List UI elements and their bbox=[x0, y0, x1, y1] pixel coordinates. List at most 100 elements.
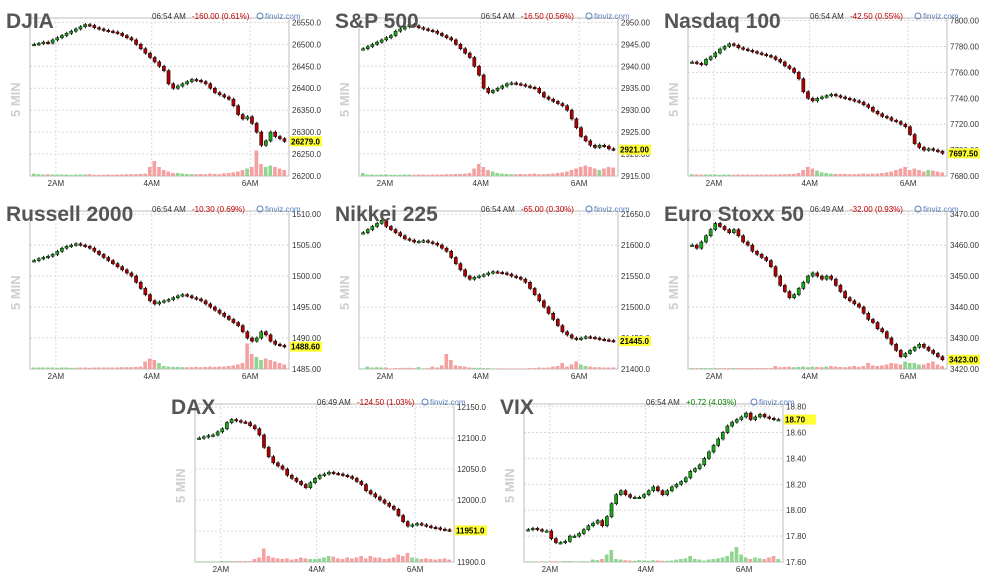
candle-body bbox=[327, 471, 331, 475]
y-tick-label: 21600.0 bbox=[621, 241, 650, 250]
volume-bar bbox=[416, 367, 421, 369]
candle-body bbox=[669, 486, 674, 492]
volume-bar bbox=[180, 367, 184, 369]
volume-bar bbox=[754, 174, 759, 176]
volume-bar bbox=[665, 560, 669, 562]
panel-sp500[interactable]: 2950.00 2945.00 2940.00 2935.00 2930.00 2925.… bbox=[333, 6, 651, 188]
source-link[interactable]: finviz.com bbox=[759, 398, 795, 407]
candle-body bbox=[560, 325, 565, 333]
volume-bar bbox=[379, 367, 384, 369]
interval-label: 5 MIN bbox=[337, 275, 352, 310]
candle-body bbox=[787, 291, 792, 298]
volume-bar bbox=[277, 168, 282, 176]
volume-bar bbox=[926, 363, 931, 369]
volume-bar bbox=[805, 367, 810, 369]
candle-body bbox=[271, 456, 276, 464]
source-link[interactable]: finviz.com bbox=[594, 205, 630, 214]
candle-body bbox=[421, 240, 426, 243]
candle-body bbox=[447, 529, 452, 532]
candle-body bbox=[231, 98, 236, 107]
y-tick-label: 7740.00 bbox=[950, 94, 979, 103]
source-link[interactable]: finviz.com bbox=[265, 12, 301, 21]
panel-russell2000[interactable]: 1510.00 1505.00 1500.00 1495.00 1490.00 1485.… bbox=[4, 199, 322, 381]
candle-body bbox=[838, 285, 843, 292]
candle-body bbox=[745, 241, 750, 246]
volume-bar bbox=[157, 167, 161, 176]
panel-nasdaq100[interactable]: 7800.007780.007760.007740.007720.007700.… bbox=[662, 6, 980, 188]
volume-bar bbox=[234, 561, 238, 562]
panel-dax[interactable]: 12150.012100.012050.012000.011950.011900… bbox=[169, 392, 487, 574]
volume-bar bbox=[147, 167, 152, 176]
chart-title[interactable]: DAX bbox=[171, 396, 215, 419]
panel-eurostoxx50[interactable]: 3470.00 3460.00 3450.00 3440.00 3430.00 3420.… bbox=[662, 199, 980, 381]
volume-bar bbox=[815, 366, 819, 369]
candle-body bbox=[458, 44, 463, 49]
source-link[interactable]: finviz.com bbox=[923, 12, 959, 21]
candle-body bbox=[651, 486, 656, 492]
panel-nikkei225[interactable]: 21650.021600.021550.021500.021450.021400… bbox=[333, 199, 651, 381]
chart-title[interactable]: DJIA bbox=[6, 10, 54, 33]
volume-bar bbox=[59, 174, 64, 176]
y-tick-label: 21500.0 bbox=[621, 303, 650, 312]
chart-title[interactable]: Euro Stoxx 50 bbox=[664, 203, 804, 226]
candle-body bbox=[540, 529, 544, 532]
volume-bar bbox=[254, 150, 259, 176]
candle-body bbox=[588, 336, 593, 339]
volume-bar bbox=[73, 174, 78, 176]
volume-bar bbox=[486, 170, 490, 176]
chart-title[interactable]: VIX bbox=[500, 396, 534, 419]
candle-body bbox=[254, 123, 259, 133]
candle-body bbox=[152, 300, 157, 305]
change-value: -65.00 (0.30%) bbox=[521, 205, 574, 214]
panel-vix[interactable]: 18.80 18.60 18.40 18.20 18.00 17.80 17.60 2AM 4A… bbox=[498, 392, 816, 574]
volume-bar bbox=[703, 368, 708, 369]
volume-bar bbox=[398, 368, 402, 369]
interval-label: 5 MIN bbox=[502, 468, 517, 503]
x-tick-label: 2AM bbox=[706, 372, 723, 381]
volume-bar bbox=[444, 354, 449, 369]
volume-bar bbox=[273, 361, 277, 369]
candle-body bbox=[391, 505, 396, 510]
volume-bar bbox=[764, 368, 768, 369]
panel-djia[interactable]: 26550.0 26500.0 26450.0 26400.0 26350.0 26300… bbox=[4, 6, 322, 188]
volume-bar bbox=[935, 364, 940, 369]
volume-bar bbox=[824, 366, 829, 369]
candle-body bbox=[514, 275, 518, 278]
volume-bar bbox=[792, 367, 796, 369]
source-link[interactable]: finviz.com bbox=[430, 398, 466, 407]
volume-bar bbox=[894, 170, 898, 176]
candle-body bbox=[815, 98, 820, 102]
chart-title[interactable]: S&P 500 bbox=[335, 10, 419, 33]
candle-body bbox=[581, 529, 586, 534]
volume-bar bbox=[36, 174, 41, 176]
volume-bar bbox=[245, 168, 249, 176]
volume-bar bbox=[370, 174, 374, 176]
chart-svg: 1510.00 1505.00 1500.00 1495.00 1490.00 1485.… bbox=[6, 203, 322, 381]
volume-bar bbox=[558, 561, 563, 562]
plot-frame bbox=[29, 210, 290, 370]
chart-title[interactable]: Russell 2000 bbox=[6, 203, 133, 226]
source-link[interactable]: finviz.com bbox=[923, 205, 959, 214]
volume-bar bbox=[637, 560, 641, 562]
volume-bar bbox=[393, 368, 398, 369]
candle-body bbox=[558, 542, 563, 545]
volume-bar bbox=[555, 366, 560, 369]
candle-body bbox=[87, 246, 92, 249]
candle-body bbox=[748, 412, 753, 420]
candle-body bbox=[679, 481, 683, 485]
candle-body bbox=[143, 288, 148, 295]
volume-bar bbox=[447, 559, 451, 562]
chart-title[interactable]: Nikkei 225 bbox=[335, 203, 438, 226]
candle-body bbox=[769, 55, 773, 58]
source-link[interactable]: finviz.com bbox=[265, 205, 301, 214]
candle-body bbox=[250, 116, 254, 124]
source-link[interactable]: finviz.com bbox=[594, 12, 630, 21]
candle-body bbox=[829, 275, 833, 280]
volume-bar bbox=[374, 367, 379, 369]
volume-bar bbox=[801, 366, 805, 369]
candle-body bbox=[229, 419, 234, 423]
chart-title[interactable]: Nasdaq 100 bbox=[664, 10, 781, 33]
volume-bar bbox=[226, 173, 231, 176]
volume-bar bbox=[92, 174, 96, 176]
volume-bar bbox=[597, 170, 602, 176]
